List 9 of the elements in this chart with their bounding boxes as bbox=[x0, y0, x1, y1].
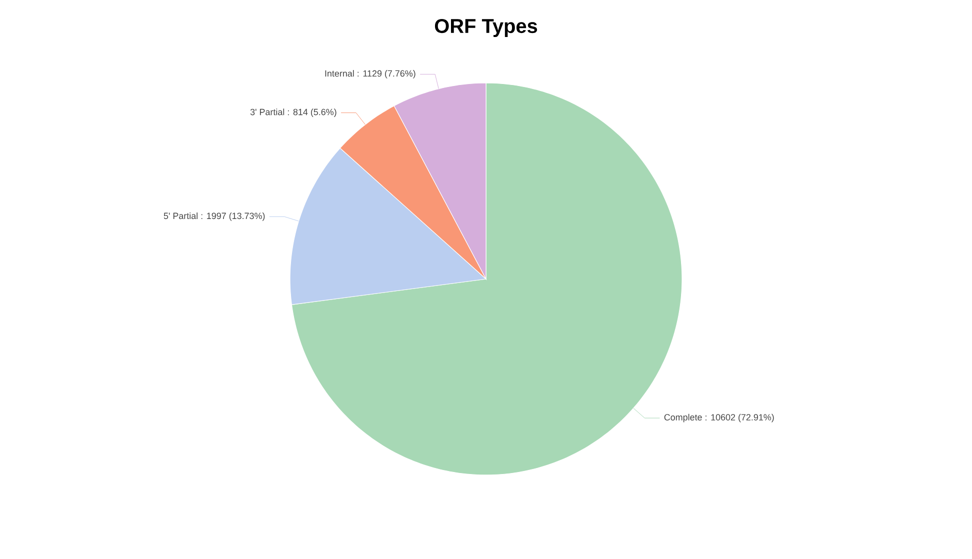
slice-label: 5' Partial bbox=[164, 212, 198, 220]
data-label: : 814 (5.6%) bbox=[288, 108, 336, 117]
slice-label: Internal bbox=[325, 70, 354, 77]
data-label: : 10602 (72.91%) bbox=[706, 414, 774, 422]
slice-label: Complete bbox=[664, 414, 702, 422]
data-label: : 1129 (7.76%) bbox=[358, 70, 416, 78]
data-label: : 1997 (13.73%) bbox=[201, 212, 265, 221]
slice-label: 3' Partial bbox=[250, 108, 284, 116]
chart-title: ORF Types bbox=[434, 18, 538, 38]
